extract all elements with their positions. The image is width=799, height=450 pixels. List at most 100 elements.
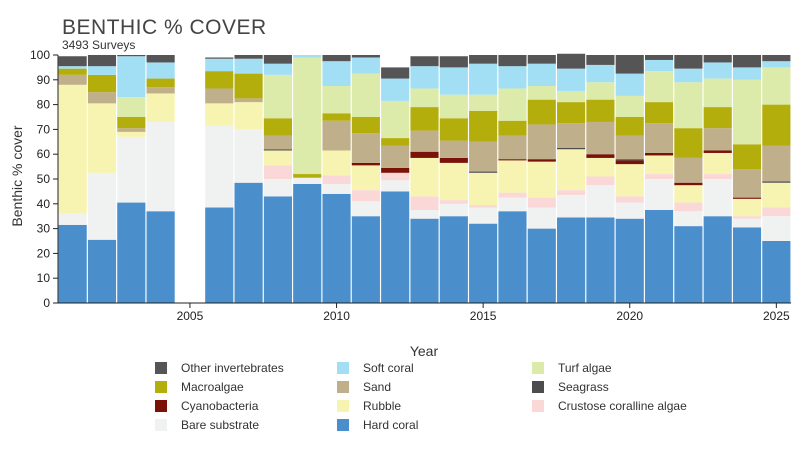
y-axis-title: Benthic % cover — [9, 125, 25, 226]
bar-macroalgae-2008 — [263, 118, 292, 136]
bar-bare-substrate-2023 — [703, 179, 732, 217]
bar-sand-2006 — [205, 88, 234, 104]
legend-item-soft-coral[interactable]: Soft coral — [337, 361, 414, 375]
bar-soft-coral-2019 — [586, 64, 615, 83]
bar-turf-algae-2024 — [732, 79, 762, 145]
bar-other-invertebrates-2025 — [762, 55, 791, 62]
bar-bare-substrate-2003 — [117, 136, 146, 203]
bar-rubble-2024 — [732, 198, 762, 217]
bar-hard-coral-2012 — [381, 191, 410, 303]
bar-crustose-coralline-algae-2019 — [586, 176, 615, 186]
bar-bare-substrate-2006 — [205, 125, 234, 208]
bar-hard-coral-2025 — [762, 241, 791, 303]
legend-item-cyanobacteria[interactable]: Cyanobacteria — [155, 399, 259, 413]
bar-seagrass-2020 — [615, 159, 644, 161]
x-tick-label: 2005 — [177, 309, 204, 323]
bar-bare-substrate-2008 — [263, 179, 292, 197]
bar-other-invertebrates-2014 — [439, 56, 468, 68]
bar-cyanobacteria-2019 — [586, 154, 615, 158]
bar-cyanobacteria-2020 — [615, 160, 644, 165]
bar-crustose-coralline-algae-2020 — [615, 196, 644, 203]
bar-hard-coral-2017 — [527, 228, 556, 303]
bar-cyanobacteria-2016 — [498, 159, 527, 161]
legend-item-hard-coral[interactable]: Hard coral — [337, 418, 418, 432]
bar-rubble-2025 — [762, 182, 791, 208]
bar-cyanobacteria-2014 — [439, 157, 468, 163]
legend-swatch — [337, 419, 349, 431]
bars-layer — [58, 53, 791, 303]
legend-item-other-invertebrates[interactable]: Other invertebrates — [155, 361, 284, 375]
bar-macroalgae-2004 — [146, 78, 175, 88]
legend-item-rubble[interactable]: Rubble — [337, 399, 401, 413]
bar-soft-coral-2018 — [557, 68, 586, 91]
bar-hard-coral-2024 — [732, 227, 762, 303]
bar-sand-2007 — [234, 98, 263, 103]
bar-hard-coral-2003 — [117, 202, 146, 303]
bar-sand-2016 — [498, 135, 527, 160]
bar-soft-coral-2002 — [87, 66, 117, 75]
bar-hard-coral-2015 — [469, 223, 498, 303]
bar-turf-algae-2019 — [586, 82, 615, 100]
bar-soft-coral-2024 — [732, 67, 762, 80]
bar-turf-algae-2015 — [469, 94, 498, 111]
bar-crustose-coralline-algae-2023 — [703, 174, 732, 179]
legend-item-crustose-coralline-algae[interactable]: Crustose coralline algae — [532, 399, 687, 413]
x-tick-label: 2015 — [470, 309, 497, 323]
bar-macroalgae-2023 — [703, 107, 732, 129]
legend-item-macroalgae[interactable]: Macroalgae — [155, 380, 244, 394]
bar-bare-substrate-2010 — [322, 183, 351, 194]
y-tick-label: 80 — [37, 98, 51, 112]
bar-macroalgae-2003 — [117, 117, 146, 129]
bar-other-invertebrates-2007 — [234, 55, 263, 59]
legend-item-turf-algae[interactable]: Turf algae — [532, 361, 612, 375]
bar-hard-coral-2010 — [322, 193, 351, 303]
bar-rubble-2013 — [410, 157, 439, 197]
legend-item-sand[interactable]: Sand — [337, 380, 391, 394]
bar-other-invertebrates-2020 — [615, 55, 644, 74]
bar-macroalgae-2009 — [293, 174, 322, 178]
bar-crustose-coralline-algae-2021 — [644, 174, 674, 179]
y-tick-label: 50 — [37, 172, 51, 186]
legend-label: Turf algae — [558, 361, 612, 375]
bar-sand-2024 — [732, 169, 762, 198]
bar-hard-coral-2013 — [410, 218, 439, 303]
bar-cyanobacteria-2022 — [674, 182, 703, 186]
bar-turf-algae-2023 — [703, 78, 732, 108]
bar-rubble-2016 — [498, 160, 527, 193]
bar-bare-substrate-2022 — [674, 211, 703, 227]
chart-title: BENTHIC % COVER — [62, 16, 267, 39]
legend-label: Crustose coralline algae — [558, 399, 687, 413]
bar-bare-substrate-2013 — [410, 210, 439, 219]
bar-soft-coral-2007 — [234, 58, 263, 74]
bar-crustose-coralline-algae-2008 — [263, 165, 292, 179]
bar-macroalgae-2015 — [469, 110, 498, 142]
y-tick-label: 10 — [37, 271, 51, 285]
bar-turf-algae-2003 — [117, 97, 146, 117]
bar-other-invertebrates-2010 — [322, 55, 351, 62]
bar-other-invertebrates-2011 — [351, 55, 380, 58]
legend-label: Macroalgae — [181, 380, 244, 394]
bar-other-invertebrates-2022 — [674, 55, 703, 69]
bar-sand-2021 — [644, 123, 674, 153]
bar-bare-substrate-2012 — [381, 180, 410, 192]
bar-cyanobacteria-2024 — [732, 197, 762, 199]
bar-hard-coral-2019 — [586, 217, 615, 303]
bar-turf-algae-2011 — [351, 73, 380, 117]
y-tick-label: 0 — [43, 296, 50, 310]
bar-soft-coral-2011 — [351, 57, 380, 74]
bar-bare-substrate-2009 — [293, 177, 322, 184]
bar-sand-2002 — [87, 92, 117, 104]
bar-sand-2019 — [586, 121, 615, 155]
bar-sand-2022 — [674, 157, 703, 183]
bar-turf-algae-2016 — [498, 88, 527, 121]
legend-label: Soft coral — [363, 361, 414, 375]
legend-item-seagrass[interactable]: Seagrass — [532, 380, 609, 394]
bar-hard-coral-2022 — [674, 226, 703, 303]
legend-label: Other invertebrates — [181, 361, 284, 375]
bar-other-invertebrates-2016 — [498, 55, 527, 67]
legend-item-bare-substrate[interactable]: Bare substrate — [155, 418, 259, 432]
bar-hard-coral-2001 — [58, 224, 87, 303]
bar-rubble-2014 — [439, 162, 468, 201]
bar-macroalgae-2007 — [234, 73, 263, 99]
bar-macroalgae-2016 — [498, 120, 527, 136]
